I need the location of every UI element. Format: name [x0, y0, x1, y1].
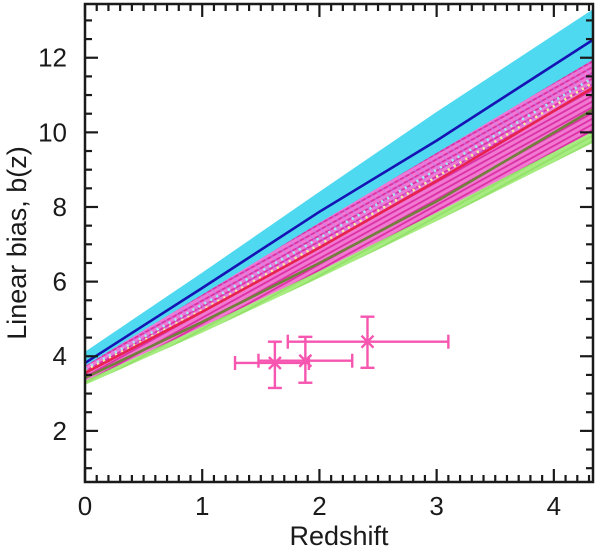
y-axis-title: Linear bias, b(z) — [2, 146, 32, 340]
data-point-with-error-bars — [233, 340, 311, 390]
model-lines-layer — [86, 38, 592, 379]
y-tick-label: 12 — [38, 43, 67, 73]
x-marker — [360, 334, 375, 349]
red-model — [86, 86, 592, 374]
x-tick-label: 4 — [547, 491, 561, 521]
x-axis-title: Redshift — [289, 521, 389, 548]
x-marker — [268, 356, 282, 370]
data-point-with-error-bars — [257, 335, 354, 384]
x-tick-label: 0 — [78, 491, 92, 521]
x-tick-label: 3 — [429, 491, 443, 521]
data-point-with-error-bars — [286, 315, 450, 370]
x-marker — [298, 353, 313, 368]
pale-yellow-dotted-model — [86, 81, 592, 372]
y-tick-label: 6 — [53, 267, 67, 297]
x-tick-label: 2 — [312, 491, 326, 521]
blue-model — [86, 38, 592, 364]
data-points-layer — [233, 315, 450, 390]
lilac-overlay-band — [86, 60, 592, 373]
model-bands-layer — [86, 9, 592, 385]
plot-frame — [83, 2, 595, 484]
cyan-band — [86, 9, 592, 374]
y-tick-label: 2 — [53, 416, 67, 446]
y-tick-label: 10 — [38, 117, 67, 147]
x-tick-label: 1 — [195, 491, 209, 521]
y-tick-label: 4 — [53, 341, 67, 371]
y-tick-label: 8 — [53, 192, 67, 222]
pale-cyan-dotted-model — [86, 76, 592, 370]
olive-model — [86, 108, 592, 379]
